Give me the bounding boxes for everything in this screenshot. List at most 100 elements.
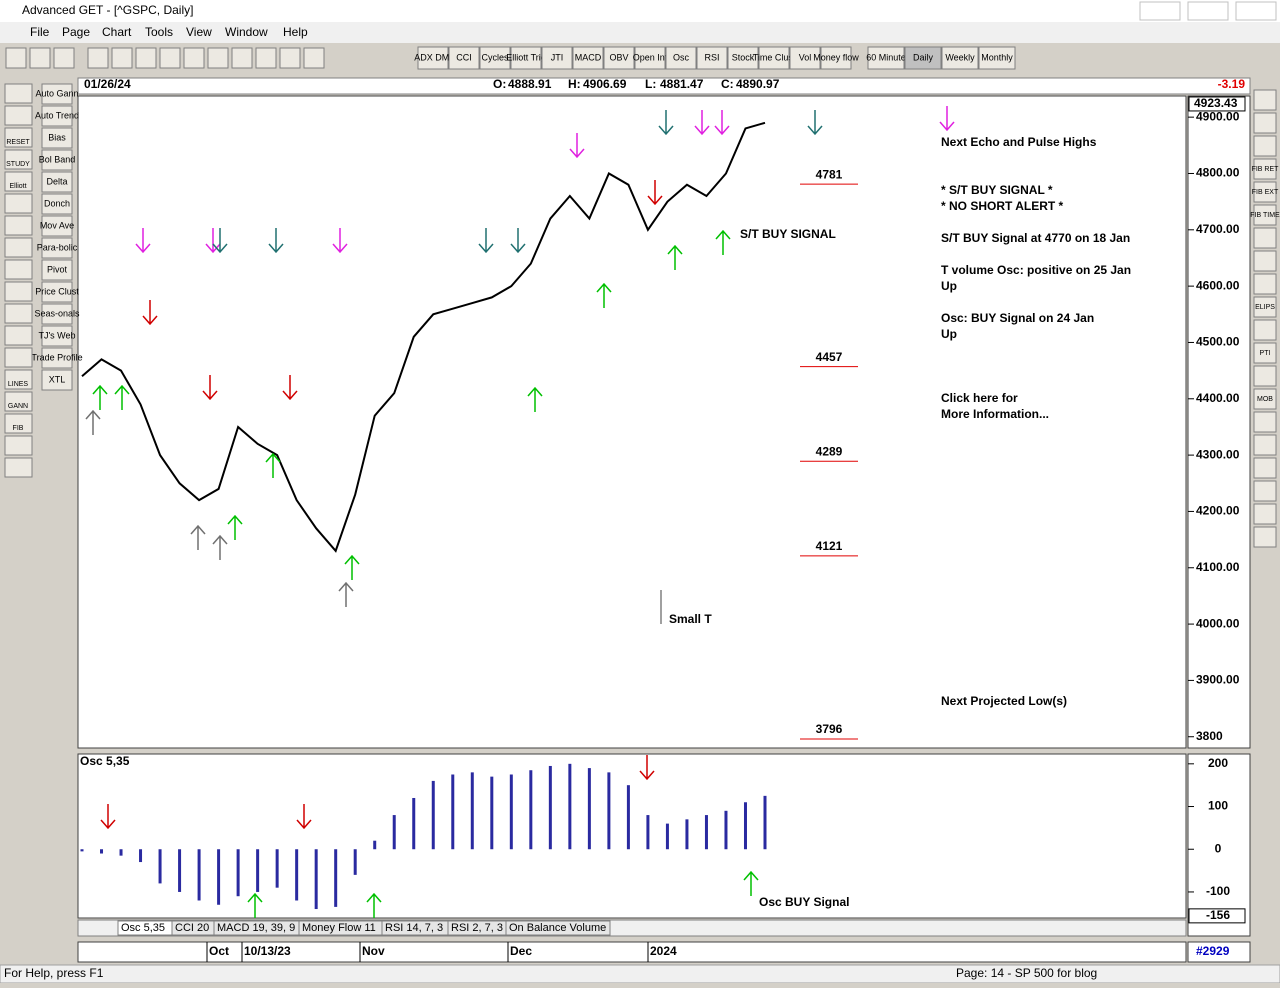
- left-icon[interactable]: [4, 347, 33, 368]
- right-icon[interactable]: [1253, 526, 1277, 548]
- indicator-button[interactable]: [541, 46, 573, 70]
- indicator-button[interactable]: [820, 46, 852, 70]
- left-icon[interactable]: [4, 391, 33, 412]
- left-icon[interactable]: [4, 369, 33, 390]
- tool-icon[interactable]: [135, 47, 157, 69]
- right-icon[interactable]: [1253, 227, 1277, 249]
- left-icon[interactable]: [4, 303, 33, 324]
- quote-label: H:: [568, 77, 581, 91]
- timeframe-button[interactable]: [978, 46, 1016, 70]
- study-button[interactable]: [41, 193, 73, 215]
- study-button[interactable]: [41, 215, 73, 237]
- tab[interactable]: [505, 920, 611, 936]
- tool-icon[interactable]: [29, 47, 51, 69]
- study-button[interactable]: [41, 281, 73, 303]
- indicator-button[interactable]: [572, 46, 604, 70]
- osc-bar: [392, 815, 396, 850]
- study-button[interactable]: [41, 259, 73, 281]
- study-button[interactable]: [41, 325, 73, 347]
- right-icon[interactable]: [1253, 503, 1277, 525]
- tool-icon[interactable]: [255, 47, 277, 69]
- tool-icon[interactable]: [53, 47, 75, 69]
- left-icon[interactable]: [4, 105, 33, 126]
- tool-icon[interactable]: [231, 47, 253, 69]
- right-icon[interactable]: [1253, 434, 1277, 456]
- tool-icon[interactable]: [207, 47, 229, 69]
- left-icon[interactable]: [4, 149, 33, 170]
- study-button[interactable]: [41, 127, 73, 149]
- right-icon[interactable]: [1253, 250, 1277, 272]
- indicator-button[interactable]: [727, 46, 759, 70]
- osc-bar: [704, 815, 708, 850]
- study-button[interactable]: [41, 347, 73, 369]
- signal-arrow: [268, 228, 284, 254]
- indicator-button[interactable]: [603, 46, 635, 70]
- indicator-button[interactable]: [448, 46, 480, 70]
- osc-bar: [470, 772, 474, 850]
- left-icon[interactable]: [4, 457, 33, 478]
- right-icon[interactable]: [1253, 158, 1277, 180]
- right-icon[interactable]: [1253, 89, 1277, 111]
- y-tick-label: 4500.00: [1196, 335, 1240, 349]
- left-icon[interactable]: [4, 193, 33, 214]
- right-icon[interactable]: [1253, 112, 1277, 134]
- indicator-button[interactable]: [479, 46, 511, 70]
- left-icon[interactable]: [4, 215, 33, 236]
- timeframe-button[interactable]: [941, 46, 979, 70]
- tool-icon[interactable]: [183, 47, 205, 69]
- osc-annotation: Osc BUY Signal: [759, 895, 849, 909]
- indicator-button[interactable]: [665, 46, 697, 70]
- right-icon[interactable]: [1253, 480, 1277, 502]
- left-icon[interactable]: [4, 259, 33, 280]
- right-icon[interactable]: [1253, 457, 1277, 479]
- timeframe-button[interactable]: [904, 46, 942, 70]
- right-icon[interactable]: [1253, 319, 1277, 341]
- window-button[interactable]: [1235, 1, 1277, 21]
- right-icon[interactable]: [1253, 181, 1277, 203]
- right-icon[interactable]: [1253, 365, 1277, 387]
- right-icon[interactable]: [1253, 273, 1277, 295]
- study-button[interactable]: [41, 171, 73, 193]
- study-button[interactable]: [41, 369, 73, 391]
- right-icon[interactable]: [1253, 204, 1277, 226]
- tool-icon[interactable]: [279, 47, 301, 69]
- indicator-button[interactable]: [696, 46, 728, 70]
- right-icon[interactable]: [1253, 296, 1277, 318]
- indicator-button[interactable]: [634, 46, 666, 70]
- right-icon[interactable]: [1253, 342, 1277, 364]
- right-icon[interactable]: [1253, 411, 1277, 433]
- tool-icon[interactable]: [87, 47, 109, 69]
- y-tick-label: 4300.00: [1196, 447, 1240, 461]
- osc-tick-label: 100: [1208, 799, 1228, 813]
- left-icon[interactable]: [4, 413, 33, 434]
- signal-arrow: [227, 514, 243, 540]
- tool-icon[interactable]: [111, 47, 133, 69]
- level-label: 4289: [816, 444, 843, 458]
- timeframe-button[interactable]: [867, 46, 905, 70]
- study-button-label: XTL: [49, 374, 66, 384]
- left-icon[interactable]: [4, 83, 33, 104]
- left-icon[interactable]: [4, 435, 33, 456]
- study-button[interactable]: [41, 83, 73, 105]
- right-icon[interactable]: [1253, 135, 1277, 157]
- indicator-button[interactable]: [510, 46, 542, 70]
- study-button[interactable]: [41, 303, 73, 325]
- timeframe-button-label: Daily: [913, 52, 934, 62]
- tool-icon[interactable]: [159, 47, 181, 69]
- window-button[interactable]: [1139, 1, 1181, 21]
- tool-icon[interactable]: [5, 47, 27, 69]
- left-icon[interactable]: [4, 171, 33, 192]
- indicator-button[interactable]: [758, 46, 790, 70]
- study-button[interactable]: [41, 149, 73, 171]
- left-icon[interactable]: [4, 237, 33, 258]
- indicator-button[interactable]: [789, 46, 821, 70]
- tool-icon[interactable]: [303, 47, 325, 69]
- left-icon[interactable]: [4, 281, 33, 302]
- study-button[interactable]: [41, 237, 73, 259]
- left-icon[interactable]: [4, 325, 33, 346]
- study-button[interactable]: [41, 105, 73, 127]
- left-icon[interactable]: [4, 127, 33, 148]
- right-icon[interactable]: [1253, 388, 1277, 410]
- window-button[interactable]: [1187, 1, 1229, 21]
- indicator-button[interactable]: [417, 46, 449, 70]
